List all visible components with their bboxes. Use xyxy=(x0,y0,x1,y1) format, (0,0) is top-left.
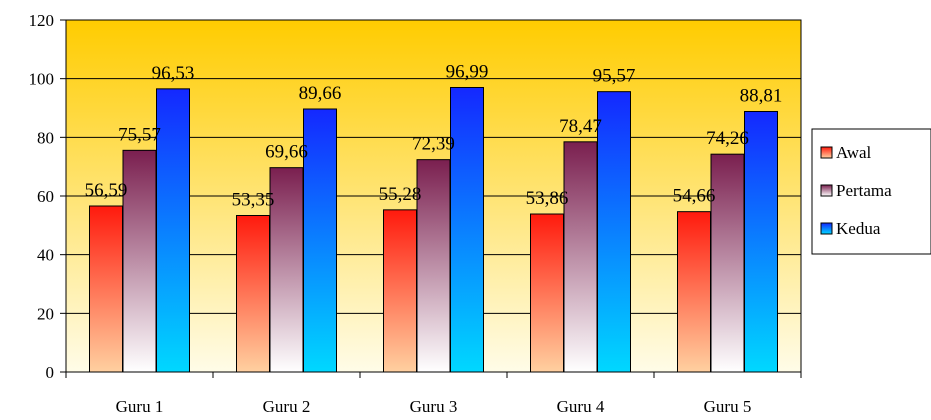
data-label-kedua: 89,66 xyxy=(299,83,342,104)
bars xyxy=(89,86,778,373)
data-label-awal: 54,66 xyxy=(673,186,716,207)
data-label-pertama: 78,47 xyxy=(559,116,602,137)
bar-kedua xyxy=(303,108,337,373)
legend-label-kedua: Kedua xyxy=(836,219,881,238)
data-label-kedua: 88,81 xyxy=(740,85,783,106)
x-category-label: Guru 1 xyxy=(116,397,164,416)
legend-swatch-kedua xyxy=(820,222,833,235)
bar-kedua xyxy=(597,91,631,373)
bar-kedua xyxy=(744,110,778,373)
data-label-pertama: 72,39 xyxy=(412,134,455,155)
y-tick-label: 80 xyxy=(37,128,54,147)
bar-awal xyxy=(236,215,270,373)
y-tick-label: 40 xyxy=(37,246,54,265)
x-category-label: Guru 2 xyxy=(263,397,311,416)
x-category-label: Guru 5 xyxy=(704,397,752,416)
data-label-kedua: 96,99 xyxy=(446,61,489,82)
y-tick-label: 60 xyxy=(37,187,54,206)
data-label-pertama: 69,66 xyxy=(265,142,308,163)
legend-label-awal: Awal xyxy=(836,143,872,162)
x-category-label: Guru 4 xyxy=(557,397,605,416)
bar-pertama xyxy=(710,153,745,373)
legend-swatch-awal xyxy=(820,146,833,159)
bar-kedua xyxy=(156,88,190,373)
bar-awal xyxy=(89,205,123,373)
axes: 0 20 40 60 80 100 120 Guru 1 Guru 2 Guru 3 Guru 4 G… xyxy=(29,11,802,416)
y-tick-label: 120 xyxy=(29,11,55,30)
data-label-awal: 56,59 xyxy=(85,180,128,201)
bar-awal xyxy=(383,209,417,373)
data-label-pertama: 75,57 xyxy=(118,124,161,145)
y-tick-label: 100 xyxy=(29,70,55,89)
y-tick-label: 20 xyxy=(37,304,54,323)
bar-pertama xyxy=(416,159,451,373)
bar-pertama xyxy=(122,149,157,373)
data-label-awal: 53,86 xyxy=(526,188,569,209)
bar-kedua xyxy=(450,86,484,373)
plot-frame xyxy=(65,19,802,373)
x-category-label: Guru 3 xyxy=(410,397,458,416)
data-label-awal: 53,35 xyxy=(232,190,275,211)
bar-awal xyxy=(677,211,711,373)
bar-pertama xyxy=(269,167,304,373)
data-label-kedua: 96,53 xyxy=(152,63,195,84)
legend: Awal Pertama Kedua xyxy=(811,128,931,255)
legend-label-pertama: Pertama xyxy=(836,181,892,200)
data-label-pertama: 74,26 xyxy=(706,128,749,149)
y-tick-label: 0 xyxy=(46,363,55,382)
data-label-kedua: 95,57 xyxy=(593,66,636,87)
legend-swatch-pertama xyxy=(820,184,833,197)
bar-pertama xyxy=(563,141,598,373)
data-labels: 56,59 75,57 96,53 53,35 69,66 89,66 55,28 72,39… xyxy=(85,61,783,210)
data-label-awal: 55,28 xyxy=(379,184,422,205)
bar-awal xyxy=(530,213,564,373)
